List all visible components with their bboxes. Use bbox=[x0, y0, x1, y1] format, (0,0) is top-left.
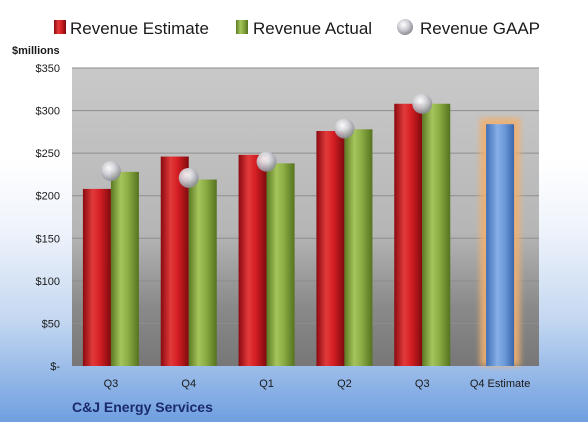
bar-revenue-forecast bbox=[486, 124, 515, 367]
x-tick-label: Q1 bbox=[259, 378, 274, 390]
legend-swatch-actual bbox=[236, 20, 248, 34]
marker-revenue-gaap bbox=[334, 118, 355, 139]
marker-revenue-gaap bbox=[100, 161, 121, 182]
bar-revenue-actual bbox=[344, 129, 373, 366]
x-tick-label: Q4 bbox=[181, 378, 196, 390]
legend-item-revenue-estimate: Revenue Estimate bbox=[54, 19, 209, 38]
bar-revenue-actual bbox=[422, 103, 451, 366]
legend-label-gaap: Revenue GAAP bbox=[420, 19, 540, 38]
bar-revenue-actual bbox=[188, 179, 217, 366]
bar-revenue-estimate bbox=[238, 154, 267, 366]
y-tick-label: $300 bbox=[36, 106, 60, 118]
x-axis-ticks: Q3 Q4 Q1 Q2 Q3 Q4 Estimate bbox=[104, 378, 531, 390]
y-axis-ticks: $- $50 $100 $150 $200 $250 $300 $350 bbox=[36, 63, 61, 373]
legend-swatch-gaap bbox=[397, 19, 413, 35]
legend-swatch-estimate bbox=[54, 20, 66, 34]
y-tick-label: $100 bbox=[36, 276, 60, 288]
y-tick-label: $150 bbox=[36, 233, 60, 245]
x-tick-label: Q2 bbox=[337, 378, 352, 390]
legend-item-revenue-actual: Revenue Actual bbox=[236, 19, 372, 38]
gaap-markers bbox=[100, 93, 433, 188]
x-tick-label: Q3 bbox=[415, 378, 430, 390]
y-tick-label: $200 bbox=[36, 191, 60, 203]
x-tick-label: Q4 Estimate bbox=[470, 378, 531, 390]
legend-item-revenue-gaap: Revenue GAAP bbox=[397, 19, 540, 38]
y-tick-label: $50 bbox=[42, 318, 60, 330]
y-tick-label: $350 bbox=[36, 63, 60, 75]
bar-revenue-estimate bbox=[82, 188, 111, 366]
y-tick-label: $250 bbox=[36, 148, 60, 160]
plot-area bbox=[72, 68, 539, 366]
marker-revenue-gaap bbox=[178, 167, 199, 188]
legend: Revenue Estimate Revenue Actual Revenue … bbox=[54, 19, 540, 38]
bar-revenue-estimate bbox=[316, 131, 345, 366]
company-name: C&J Energy Services bbox=[72, 399, 213, 415]
bar-revenue-estimate bbox=[160, 156, 189, 366]
bar-revenue-estimate bbox=[394, 103, 423, 366]
legend-label-estimate: Revenue Estimate bbox=[70, 19, 209, 38]
y-tick-label: $- bbox=[50, 361, 60, 373]
y-unit-label: $millions bbox=[12, 45, 60, 57]
gridlines bbox=[72, 67, 539, 324]
bars bbox=[82, 103, 521, 367]
marker-revenue-gaap bbox=[412, 93, 433, 114]
bar-revenue-actual bbox=[266, 163, 295, 366]
legend-label-actual: Revenue Actual bbox=[253, 19, 372, 38]
bar-revenue-actual bbox=[110, 171, 139, 366]
marker-revenue-gaap bbox=[256, 151, 277, 172]
x-tick-label: Q3 bbox=[104, 378, 119, 390]
